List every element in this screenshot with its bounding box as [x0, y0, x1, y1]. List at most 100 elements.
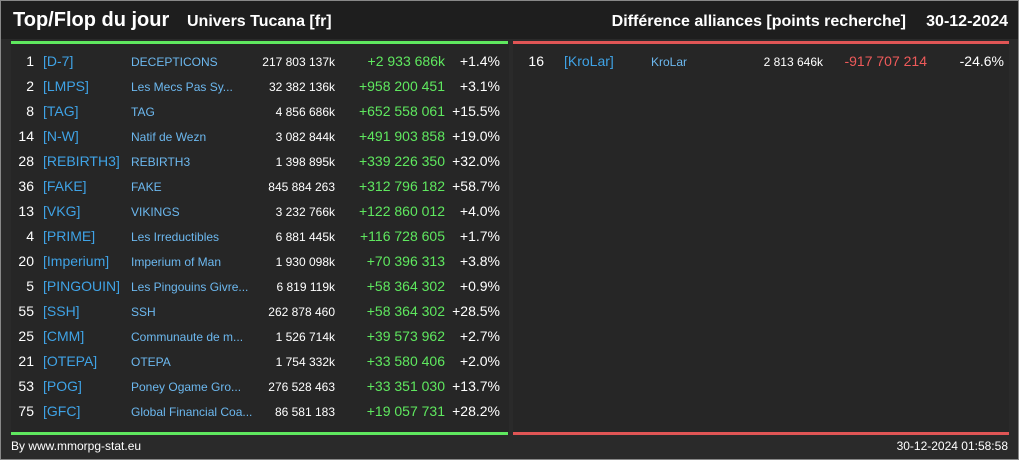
alliance-tag: [CMM]	[43, 328, 85, 344]
difference: -917 707 214	[844, 53, 927, 69]
alliance-tag: [VKG]	[43, 203, 81, 219]
alliance-tag: [OTEPA]	[43, 353, 98, 369]
rank: 14	[18, 128, 34, 144]
alliance-tag: [PINGOUIN]	[43, 278, 121, 294]
rank: 55	[18, 303, 34, 319]
points: 32 382 136k	[268, 80, 335, 94]
alliance-name: Les Pingouins Givre...	[131, 280, 249, 294]
alliance-name: OTEPA	[131, 355, 171, 369]
difference: +116 728 605	[360, 228, 445, 244]
alliance-name: Communaute de m...	[131, 330, 244, 344]
points: 6 881 445k	[275, 230, 335, 244]
points: 1 526 714k	[275, 330, 335, 344]
percent-change: +13.7%	[452, 378, 500, 394]
rank: 5	[26, 278, 34, 294]
points: 6 819 119k	[276, 280, 336, 294]
rank: 28	[18, 153, 34, 169]
rank: 75	[18, 403, 34, 419]
points: 1 754 332k	[275, 355, 335, 369]
alliance-name: Imperium of Man	[131, 255, 222, 269]
alliance-tag: [N-W]	[43, 128, 79, 144]
alliance-tag: [PRIME]	[43, 228, 96, 244]
rank: 21	[18, 353, 34, 369]
percent-change: +1.4%	[459, 53, 500, 69]
timestamp: 30-12-2024 01:58:58	[896, 439, 1008, 453]
alliance-name: Les Mecs Pas Sy...	[131, 80, 233, 94]
alliance-tag: [GFC]	[43, 403, 81, 419]
alliance-tag: [SSH]	[43, 303, 80, 319]
percent-change: +0.9%	[459, 278, 500, 294]
rank: 20	[18, 253, 34, 269]
difference: +33 351 030	[366, 378, 445, 394]
header: Top/Flop du jour Univers Tucana [fr] Dif…	[1, 1, 1018, 39]
alliance-tag: [POG]	[43, 378, 82, 394]
rank: 1	[26, 53, 34, 69]
alliance-name: SSH	[131, 305, 156, 319]
difference: +122 860 012	[358, 203, 445, 219]
rank: 4	[26, 228, 34, 244]
alliance-tag: [D-7]	[43, 53, 74, 69]
difference: +652 558 061	[358, 103, 445, 119]
rank: 25	[18, 328, 34, 344]
alliance-tag: [KroLar]	[564, 53, 614, 69]
points: 2 813 646k	[763, 55, 823, 69]
points: 276 528 463	[268, 380, 335, 394]
alliance-name: VIKINGS	[131, 205, 180, 219]
percent-change: -24.6%	[959, 53, 1004, 69]
alliance-tag: [FAKE]	[43, 178, 87, 194]
rank: 36	[18, 178, 34, 194]
top-panel	[11, 41, 509, 435]
alliance-tag: [LMPS]	[43, 78, 89, 94]
rank: 53	[18, 378, 34, 394]
alliance-name: FAKE	[131, 180, 162, 194]
rank: 8	[26, 103, 34, 119]
percent-change: +28.2%	[452, 403, 500, 419]
points: 217 803 137k	[262, 55, 335, 69]
percent-change: +1.7%	[459, 228, 500, 244]
source: By www.mmorpg-stat.eu	[11, 439, 142, 453]
alliance-name: REBIRTH3	[131, 155, 191, 169]
difference: +2 933 686k	[367, 53, 445, 69]
subject: Différence alliances [points recherche]	[611, 13, 906, 30]
points: 3 082 844k	[275, 130, 335, 144]
points: 1 930 098k	[275, 255, 335, 269]
rank: 13	[18, 203, 34, 219]
top-bar	[11, 41, 508, 44]
alliance-tag: [REBIRTH3]	[43, 153, 120, 169]
difference: +19 057 731	[366, 403, 445, 419]
alliance-name: Natif de Wezn	[131, 130, 207, 144]
alliance-name: Poney Ogame Gro...	[131, 380, 242, 394]
difference: +58 364 302	[366, 303, 445, 319]
difference: +58 364 302	[366, 278, 445, 294]
percent-change: +15.5%	[452, 103, 500, 119]
alliance-tag: [Imperium]	[43, 253, 110, 269]
title: Top/Flop du jour	[13, 9, 170, 31]
percent-change: +3.1%	[459, 78, 500, 94]
flop-bar	[513, 432, 1009, 435]
difference: +312 796 182	[358, 178, 445, 194]
points: 262 878 460	[268, 305, 335, 319]
percent-change: +3.8%	[459, 253, 500, 269]
percent-change: +19.0%	[452, 128, 500, 144]
points: 3 232 766k	[275, 205, 335, 219]
percent-change: +4.0%	[459, 203, 500, 219]
difference: +339 226 350	[358, 153, 445, 169]
alliance-name: DECEPTICONS	[131, 55, 218, 69]
percent-change: +32.0%	[452, 153, 500, 169]
top-bar	[11, 432, 508, 435]
universe: Univers Tucana [fr]	[187, 13, 332, 30]
percent-change: +58.7%	[452, 178, 500, 194]
difference: +958 200 451	[358, 78, 445, 94]
date: 30-12-2024	[926, 13, 1008, 30]
points: 845 884 263	[268, 180, 335, 194]
points: 1 398 895k	[275, 155, 335, 169]
alliance-name: TAG	[131, 105, 155, 119]
flop-panel	[513, 41, 1009, 435]
percent-change: +2.0%	[459, 353, 500, 369]
alliance-name: Les Irreductibles	[131, 230, 220, 244]
difference: +70 396 313	[366, 253, 445, 269]
alliance-name: Global Financial Coa...	[131, 405, 253, 419]
percent-change: +2.7%	[459, 328, 500, 344]
percent-change: +28.5%	[452, 303, 500, 319]
